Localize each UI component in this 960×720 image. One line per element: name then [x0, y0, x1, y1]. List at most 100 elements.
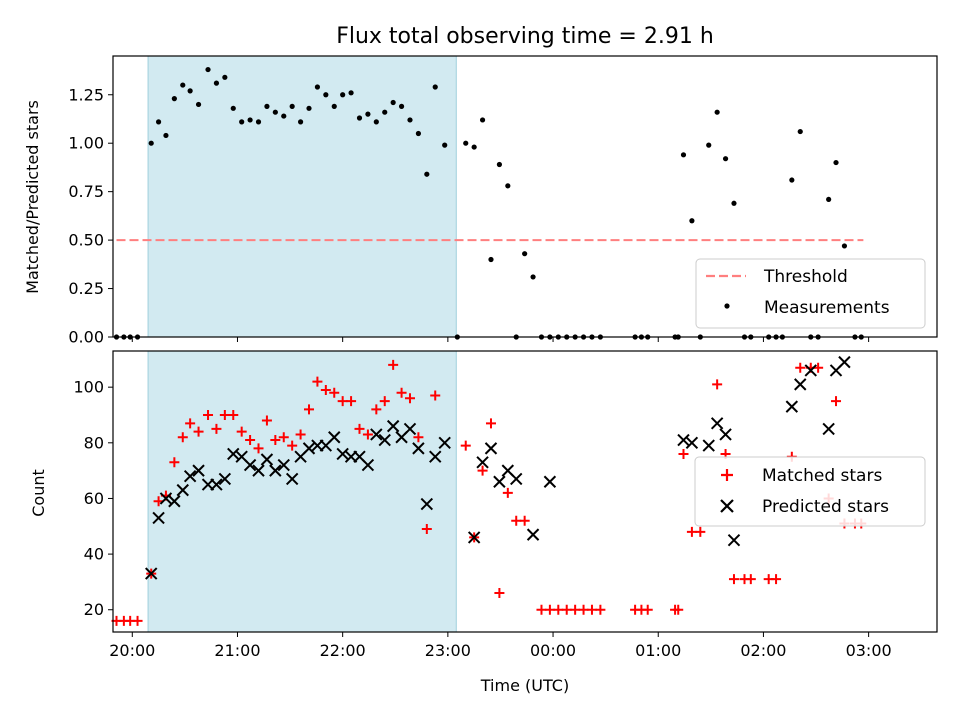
matched-stars-point [236, 426, 247, 437]
predicted-stars-point [218, 472, 232, 486]
bottom-legend-box [694, 456, 926, 527]
matched-stars-point [278, 432, 289, 443]
measurements-point [488, 256, 494, 263]
matched-stars-point [193, 426, 204, 437]
measurements-point [314, 84, 321, 90]
matched-stars-point [295, 429, 306, 440]
matched-stars-point [678, 448, 689, 459]
matched-stars-point [312, 376, 323, 387]
matched-stars-point [219, 409, 230, 420]
matched-stars-point [728, 574, 739, 585]
matched-stars-point [261, 415, 272, 426]
matched-stars-point [460, 440, 471, 451]
predicted-stars-point [510, 472, 523, 486]
y-tick-label: 1.00 [68, 134, 104, 153]
predicted-stars-point [336, 447, 349, 461]
matched-stars-point [795, 362, 806, 373]
predicted-stars-point [677, 433, 690, 447]
matched-stars-point [379, 396, 390, 407]
matched-stars-point [371, 404, 382, 415]
matched-stars-point [362, 429, 373, 440]
bottom-panel: 20 40 60 80 100 20:00 21:00 22:00 23:00 00:00 01:0… [29, 350, 938, 695]
measurements-point [722, 156, 729, 162]
measurements-point [148, 140, 154, 146]
matched-stars-point [494, 588, 505, 599]
measurements-point [689, 218, 695, 224]
top-y-axis-label: Matched/Predicted stars [23, 100, 42, 294]
measurements-point [171, 96, 177, 102]
measurements-point [407, 117, 413, 123]
x-tick-label: 22:00 [320, 641, 366, 660]
measurements-point [331, 103, 337, 109]
measurements-point [230, 105, 236, 111]
measurements-point [442, 142, 448, 148]
bottom-legend: Matched stars Predicted stars [694, 456, 926, 527]
measurements-point [264, 103, 270, 109]
predicted-stars-point [685, 436, 699, 450]
matched-stars-point [519, 515, 530, 526]
measurements-point [731, 200, 737, 206]
matched-stars-point [578, 604, 589, 615]
matched-stars-point [430, 390, 441, 401]
y-tick-label: 40 [84, 545, 104, 564]
matched-stars-point [502, 487, 513, 498]
predicted-stars-point [378, 433, 391, 447]
matched-stars-point [686, 526, 697, 537]
y-tick-label: 0.25 [68, 279, 104, 298]
predicted-stars-point [227, 447, 240, 461]
x-tick-label: 02:00 [740, 641, 786, 660]
matched-stars-point [354, 423, 365, 434]
x-tick-label: 23:00 [425, 641, 471, 660]
predicted-stars-point [822, 422, 835, 436]
legend-measurements-label: Measurements [764, 298, 890, 318]
predicted-stars-point [176, 483, 189, 497]
measurements-point [390, 99, 396, 106]
measurements-point [213, 80, 220, 86]
predicted-stars-point [252, 464, 265, 477]
predicted-stars-point [484, 442, 498, 455]
matched-stars-point [270, 435, 281, 446]
matched-stars-point [544, 604, 555, 615]
matched-stars-point [169, 457, 180, 468]
measurements-point [415, 130, 422, 137]
measurements-point [281, 113, 287, 119]
y-tick-label: 80 [84, 433, 104, 452]
predicted-stars-point [476, 456, 489, 469]
y-tick-label: 100 [73, 378, 104, 397]
top-panel-frame [112, 55, 938, 338]
matched-stars-point [421, 524, 432, 535]
matched-stars-point [642, 604, 653, 615]
measurements-point [841, 243, 848, 249]
top-legend-box [695, 258, 926, 329]
measurements-point [205, 66, 211, 73]
matched-stars-point [245, 435, 256, 446]
matched-stars-point [745, 574, 756, 585]
matched-stars-point [771, 574, 782, 585]
measurements-point [706, 142, 712, 148]
matched-stars-point [253, 443, 264, 454]
predicted-stars-point [438, 436, 451, 450]
legend-predicted-marker [720, 499, 734, 513]
measurements-point [479, 117, 486, 123]
measurements-point [340, 92, 346, 98]
matched-stars-point [831, 396, 842, 407]
measurements-point [323, 92, 329, 98]
y-tick-label: 0.00 [68, 328, 104, 347]
measurements-point [471, 144, 477, 150]
measurements-point [522, 251, 528, 257]
y-tick-label: 1.25 [68, 85, 104, 104]
predicted-stars-point [328, 431, 341, 444]
predicted-stars-point [710, 417, 724, 430]
predicted-stars-point [277, 458, 290, 472]
measurements-point [289, 103, 295, 109]
measurements-point [297, 119, 304, 125]
predicted-stars-point [159, 492, 173, 505]
measurements-point [272, 109, 278, 115]
predicted-stars-point [152, 511, 165, 525]
predicted-stars-point [719, 428, 732, 441]
predicted-stars-point [260, 453, 274, 466]
top-legend: Threshold Measurements [695, 258, 926, 329]
predicted-stars-point [727, 533, 741, 547]
measurements-point [789, 177, 795, 183]
legend-matched-label: Matched stars [762, 466, 882, 486]
